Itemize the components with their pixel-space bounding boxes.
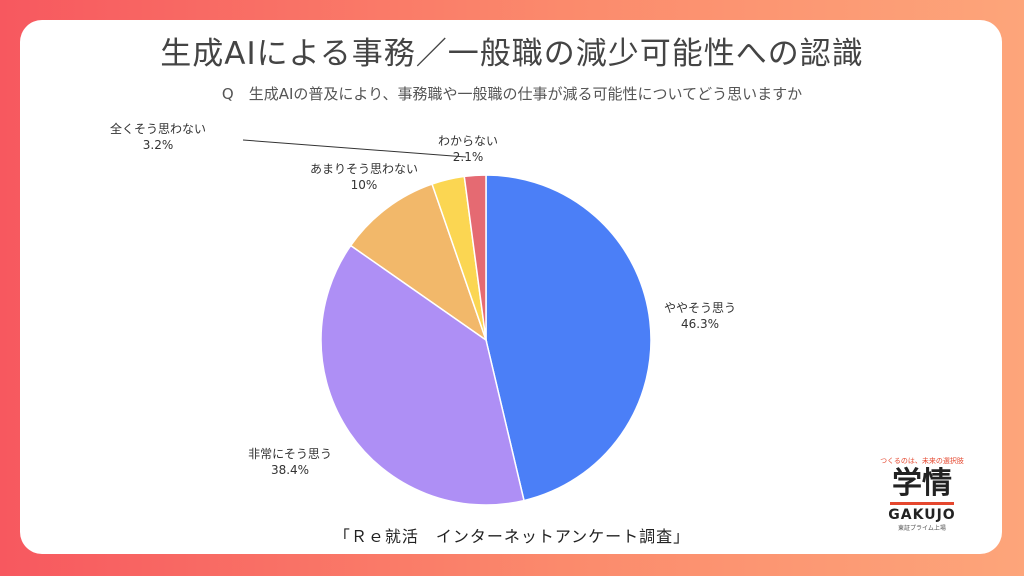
slice-value-label: 2.1%: [453, 150, 484, 164]
slice-value-label: 10%: [351, 178, 378, 192]
chart-subtitle: Q 生成AIの普及により、事務職や一般職の仕事が減る可能性についてどう思いますか: [221, 85, 803, 103]
slice-value-label: 46.3%: [681, 317, 719, 331]
slice-label: 全くそう思わない: [110, 121, 206, 136]
slice-label: ややそう思う: [664, 301, 736, 315]
logo-bar: [890, 502, 954, 505]
chart-title: 生成AIによる事務／一般職の減少可能性への認識: [160, 36, 864, 72]
slice-value-label: 38.4%: [271, 463, 309, 477]
slice-value-label: 3.2%: [143, 138, 174, 152]
slice-label: あまりそう思わない: [310, 162, 418, 176]
slice-label: 非常にそう思う: [248, 447, 332, 461]
source-note: 「Ｒｅ就活 インターネットアンケート調査」: [333, 527, 691, 546]
pie-slice: [463, 174, 487, 341]
pie-slice: [485, 174, 652, 502]
leader-line: [242, 139, 467, 158]
pie-slice: [349, 183, 488, 342]
logo-main-text: 学情: [892, 466, 952, 501]
logo-subtext: 東証プライム上場: [898, 525, 946, 532]
logo-tagline: つくるのは、未来の選択肢: [880, 457, 964, 465]
pie-slice: [320, 244, 525, 506]
logo-english-text: GAKUJO: [888, 507, 956, 523]
gakujo-logo: つくるのは、未来の選択肢 学情 GAKUJO 東証プライム上場: [862, 456, 982, 532]
slice-label: わからない: [438, 134, 498, 148]
